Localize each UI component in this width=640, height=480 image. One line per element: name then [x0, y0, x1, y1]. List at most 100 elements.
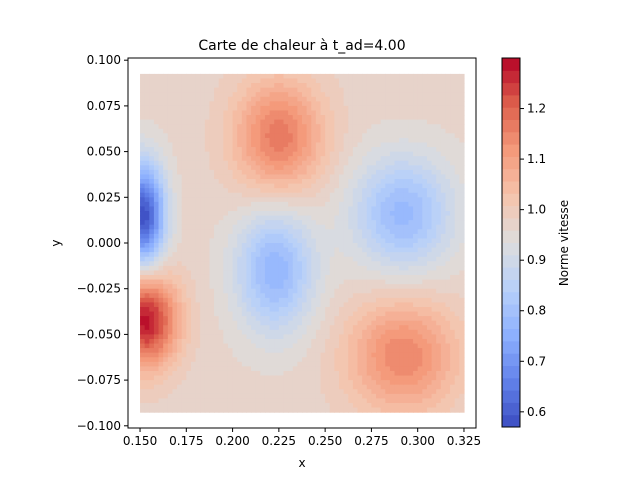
- heatmap-cell: [209, 192, 215, 198]
- heatmap-cell: [158, 311, 164, 317]
- heatmap-cell: [274, 110, 280, 116]
- heatmap-cell: [403, 270, 410, 276]
- heatmap-cell: [269, 261, 275, 267]
- heatmap-cell: [311, 151, 317, 157]
- heatmap-cell: [163, 334, 169, 340]
- heatmap-cell: [204, 151, 211, 157]
- heatmap-cell: [140, 375, 146, 381]
- heatmap-cell: [223, 284, 229, 290]
- heatmap-cell: [223, 119, 229, 125]
- heatmap-cell: [186, 398, 192, 404]
- heatmap-cell: [315, 83, 322, 89]
- heatmap-cell: [167, 407, 174, 413]
- heatmap-cell: [149, 128, 155, 134]
- heatmap-cell: [218, 179, 224, 185]
- heatmap-cell: [260, 348, 266, 354]
- heatmap-cell: [278, 83, 285, 89]
- heatmap-cell: [315, 389, 322, 395]
- heatmap-cell: [269, 325, 275, 331]
- heatmap-cell: [348, 110, 354, 116]
- heatmap-cell: [352, 288, 359, 294]
- heatmap-cell: [426, 407, 433, 413]
- heatmap-cell: [190, 329, 197, 335]
- heatmap-cell: [450, 243, 456, 249]
- heatmap-cell: [288, 124, 294, 130]
- heatmap-cell: [329, 389, 335, 395]
- heatmap-cell: [389, 297, 396, 304]
- heatmap-cell: [352, 73, 359, 80]
- heatmap-cell: [348, 169, 354, 176]
- heatmap-cell: [315, 201, 322, 208]
- heatmap-cell: [311, 83, 317, 89]
- heatmap-cell: [403, 147, 410, 153]
- heatmap-cell: [422, 265, 428, 272]
- heatmap-cell: [241, 389, 248, 395]
- heatmap-cell: [302, 96, 308, 102]
- heatmap-cell: [348, 147, 354, 153]
- heatmap-cell: [334, 274, 340, 281]
- heatmap-cell: [181, 261, 187, 267]
- heatmap-cell: [334, 402, 340, 409]
- heatmap-cell: [315, 147, 322, 153]
- heatmap-cell: [385, 325, 391, 331]
- heatmap-cell: [190, 256, 197, 262]
- heatmap-cell: [246, 270, 252, 276]
- heatmap-cell: [260, 274, 266, 281]
- heatmap-cell: [269, 398, 275, 404]
- heatmap-cell: [149, 192, 155, 198]
- heatmap-cell: [288, 361, 294, 367]
- heatmap-cell: [204, 384, 211, 390]
- heatmap-cell: [362, 124, 368, 130]
- heatmap-cell: [357, 206, 363, 212]
- heatmap-cell: [140, 297, 146, 304]
- heatmap-cell: [371, 402, 377, 409]
- heatmap-cell: [343, 274, 349, 281]
- heatmap-cell: [371, 238, 377, 244]
- heatmap-cell: [227, 361, 234, 367]
- heatmap-cell: [371, 156, 377, 162]
- heatmap-cell: [190, 306, 197, 313]
- heatmap-cell: [362, 147, 368, 153]
- heatmap-cell: [190, 352, 197, 358]
- heatmap-cell: [167, 361, 174, 367]
- heatmap-cell: [408, 87, 414, 93]
- heatmap-cell: [403, 293, 410, 299]
- heatmap-cell: [417, 247, 423, 253]
- heatmap-cell: [320, 398, 326, 404]
- heatmap-cell: [362, 357, 368, 363]
- heatmap-cell: [376, 238, 382, 244]
- heatmap-cell: [278, 233, 285, 240]
- heatmap-cell: [399, 238, 405, 244]
- heatmap-cell: [227, 92, 234, 98]
- heatmap-cell: [195, 179, 201, 185]
- heatmap-cell: [251, 334, 257, 340]
- heatmap-cell: [371, 247, 377, 253]
- heatmap-cell: [163, 220, 169, 226]
- heatmap-cell: [371, 142, 377, 148]
- heatmap-cell: [218, 270, 224, 276]
- heatmap-cell: [241, 211, 248, 217]
- heatmap-cell: [260, 334, 266, 340]
- heatmap-cell: [177, 224, 183, 230]
- heatmap-cell: [195, 96, 201, 102]
- heatmap-cell: [246, 92, 252, 98]
- heatmap-cell: [292, 233, 298, 240]
- heatmap-cell: [251, 183, 257, 189]
- heatmap-cell: [315, 252, 322, 258]
- heatmap-cell: [195, 366, 201, 372]
- heatmap-cell: [297, 160, 303, 166]
- heatmap-cell: [371, 119, 377, 125]
- heatmap-cell: [413, 110, 419, 116]
- heatmap-cell: [343, 115, 349, 121]
- heatmap-cell: [274, 165, 280, 171]
- heatmap-cell: [246, 320, 252, 326]
- heatmap-cell: [376, 211, 382, 217]
- heatmap-cell: [306, 133, 312, 139]
- heatmap-cell: [177, 334, 183, 340]
- heatmap-cell: [260, 252, 266, 258]
- heatmap-cell: [403, 261, 410, 267]
- heatmap-cell: [195, 160, 201, 166]
- heatmap-cell: [288, 188, 294, 194]
- heatmap-cell: [394, 348, 400, 354]
- heatmap-cell: [320, 407, 326, 413]
